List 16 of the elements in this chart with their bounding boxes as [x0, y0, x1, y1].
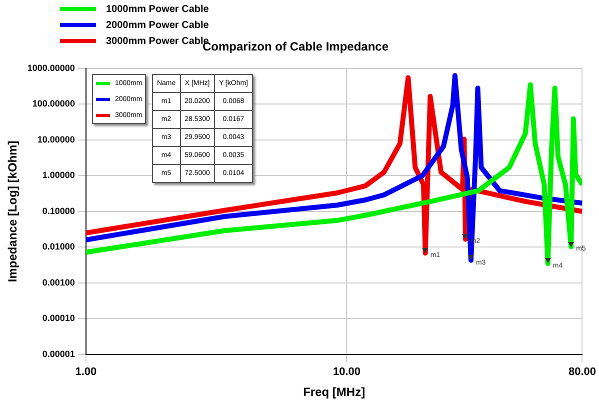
x-tick-label: 1.00: [75, 366, 97, 378]
x-axis-title: Freq [MHz]: [303, 385, 366, 400]
y-tick-label: 1000.00000: [27, 62, 75, 73]
y-tick-label: 100.00000: [32, 98, 75, 109]
legend-label: 1000mm Power Cable: [106, 4, 209, 14]
y-tick-label: 1.00000: [42, 170, 75, 180]
y-tick-label: 0.00100: [42, 277, 75, 288]
y-tick-label: 0.10000: [42, 206, 75, 216]
x-tick-label: 10.00: [332, 366, 360, 378]
y-tick-label: 10.00000: [37, 134, 75, 144]
x-tick-label: 80.00: [568, 366, 596, 378]
y-axis-title: Impedance [Log] [kOhm]: [6, 140, 20, 282]
y-tick-label: 0.00010: [42, 313, 75, 324]
y-tick-label: 0.00001: [42, 348, 75, 359]
y-tick-label: 0.01000: [42, 242, 75, 252]
legend-label: 2000mm Power Cable: [106, 20, 209, 30]
